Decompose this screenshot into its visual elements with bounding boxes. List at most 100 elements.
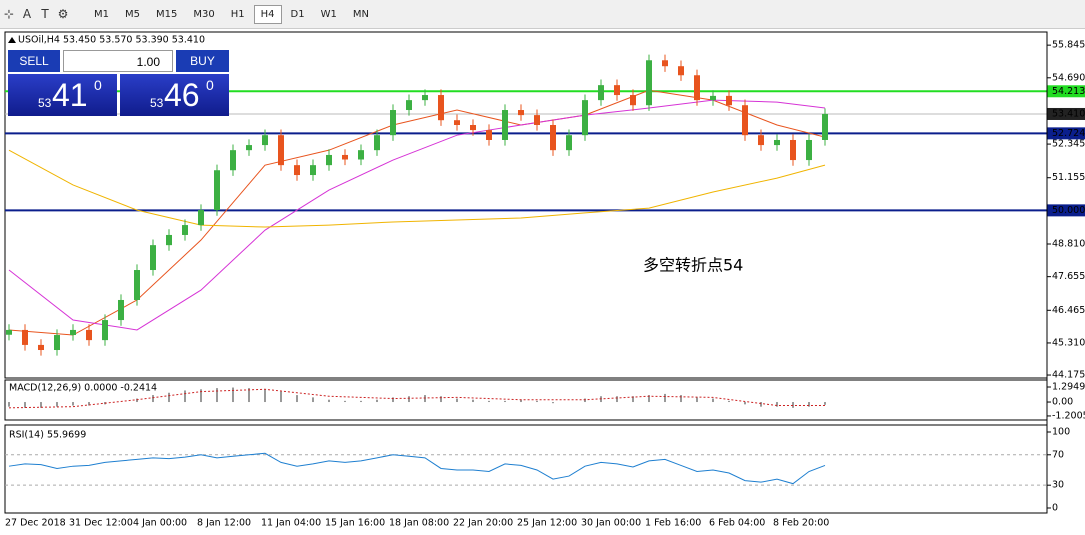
- candle-body: [406, 100, 412, 111]
- histogram-bar: [56, 402, 58, 407]
- candle-body: [790, 139, 796, 161]
- candle-body: [694, 75, 700, 101]
- candle-body: [614, 85, 620, 96]
- chart-title: USOil,H4 53.450 53.570 53.390 53.410: [18, 35, 205, 46]
- histogram-bar: [392, 397, 394, 403]
- histogram-bar: [744, 402, 746, 405]
- y-tick-label: 45.310: [1052, 337, 1085, 348]
- candle-body: [358, 150, 364, 160]
- histogram-bar: [792, 402, 794, 408]
- histogram-bar: [632, 396, 634, 403]
- price-prefix: 53: [38, 96, 52, 110]
- candle-body: [214, 170, 220, 211]
- candle-body: [662, 60, 668, 67]
- histogram-bar: [648, 395, 650, 403]
- x-tick-label: 8 Feb 20:00: [773, 518, 829, 529]
- y-tick-label: 46.465: [1052, 305, 1085, 316]
- x-tick-label: 6 Feb 04:00: [709, 518, 765, 529]
- histogram-bar: [488, 400, 490, 403]
- price-main: 41: [52, 77, 88, 113]
- x-tick-label: 18 Jan 08:00: [389, 518, 449, 529]
- volume-input[interactable]: 1.00: [63, 50, 173, 72]
- sell-price[interactable]: 53 41 0: [8, 74, 117, 116]
- tool-icon[interactable]: ⚙: [57, 7, 69, 21]
- candle-body: [38, 344, 44, 351]
- candle-body: [806, 139, 812, 161]
- candle-body: [822, 113, 828, 140]
- timeframe-button[interactable]: M1: [94, 8, 109, 20]
- histogram-bar: [552, 402, 554, 404]
- timeframe-button[interactable]: MN: [352, 8, 369, 20]
- histogram-bar: [456, 398, 458, 403]
- histogram-bar: [504, 400, 506, 403]
- timeframe-button[interactable]: M15: [156, 8, 178, 20]
- histogram-bar: [696, 397, 698, 403]
- candle-body: [518, 110, 524, 116]
- timeframe-button[interactable]: H1: [230, 8, 245, 20]
- timeframe-button[interactable]: D1: [290, 8, 305, 20]
- price-prefix: 53: [150, 96, 164, 110]
- y-tick-label: 100: [1052, 426, 1070, 437]
- y-tick-label: 54.690: [1052, 72, 1085, 83]
- candle-body: [550, 125, 556, 151]
- candle-body: [182, 225, 188, 235]
- moving-average: [8, 149, 826, 228]
- signal-line: [8, 388, 825, 409]
- y-tick-label: 0: [1052, 502, 1058, 513]
- timeframe-button[interactable]: M5: [125, 8, 140, 20]
- y-tick-label: 70: [1052, 449, 1064, 460]
- tool-icon[interactable]: T: [41, 7, 49, 21]
- y-tick-label: -1.2005: [1052, 410, 1085, 421]
- x-tick-label: 31 Dec 12:00: [69, 518, 133, 529]
- timeframe-button[interactable]: H4: [253, 4, 282, 24]
- histogram-bar: [248, 388, 250, 403]
- y-tick-label: 1.2949: [1052, 382, 1085, 393]
- y-tick-label: 44.175: [1052, 370, 1085, 381]
- buy-price[interactable]: 53 46 0: [120, 74, 229, 116]
- candle-body: [470, 125, 476, 131]
- candle-body: [198, 210, 204, 226]
- sell-button[interactable]: SELL: [8, 50, 60, 72]
- timeframe-button[interactable]: W1: [320, 8, 337, 20]
- candle-body: [438, 95, 444, 121]
- histogram-bar: [344, 400, 346, 403]
- candle-body: [758, 135, 764, 146]
- buy-button[interactable]: BUY: [176, 50, 229, 72]
- histogram-bar: [760, 402, 762, 407]
- histogram-bar: [520, 399, 522, 403]
- candle-body: [726, 95, 732, 106]
- x-tick-label: 8 Jan 12:00: [197, 518, 251, 529]
- histogram-bar: [360, 400, 362, 403]
- histogram-bar: [136, 398, 138, 403]
- price-label: 50.000: [1052, 205, 1085, 216]
- indicator-title: MACD(12,26,9) 0.0000 -0.2414: [9, 383, 157, 394]
- price-label: 53.410: [1052, 108, 1085, 119]
- tool-icon[interactable]: A: [22, 7, 32, 21]
- histogram-bar: [824, 402, 826, 405]
- histogram-bar: [808, 402, 810, 407]
- candle-body: [502, 110, 508, 140]
- candle-body: [118, 299, 124, 321]
- histogram-bar: [424, 395, 426, 403]
- candle-body: [342, 154, 348, 160]
- candle-body: [582, 100, 588, 136]
- price-main: 46: [164, 77, 200, 113]
- candle-body: [598, 85, 604, 101]
- tool-icon[interactable]: ⊹: [3, 7, 15, 21]
- timeframe-button[interactable]: M30: [193, 8, 215, 20]
- histogram-bar: [728, 400, 730, 403]
- histogram-bar: [664, 393, 666, 403]
- timeframes: M1 M5 M15 M30 H1 H4 D1 W1 MN: [86, 4, 377, 24]
- trade-panel: SELL 1.00 BUY 53 41 0 53 46 0: [8, 50, 229, 116]
- rsi-line: [8, 452, 826, 485]
- histogram-bar: [232, 387, 234, 403]
- price-sup: 0: [206, 77, 214, 93]
- y-tick-label: 47.655: [1052, 271, 1085, 282]
- moving-average: [8, 89, 826, 336]
- candle-body: [486, 130, 492, 140]
- x-tick-label: 4 Jan 00:00: [133, 518, 187, 529]
- candle-body: [70, 329, 76, 336]
- candle-body: [102, 320, 108, 341]
- histogram-bar: [8, 402, 10, 407]
- histogram-bar: [72, 402, 74, 406]
